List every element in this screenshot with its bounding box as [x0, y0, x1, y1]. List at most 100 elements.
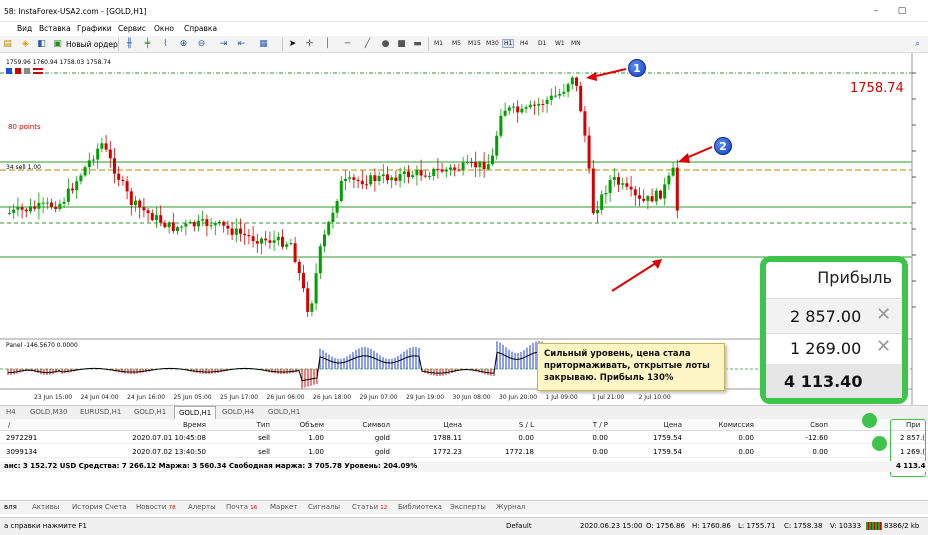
candle-body: [440, 169, 444, 172]
col-profit[interactable]: При: [906, 421, 921, 429]
tab-history[interactable]: История Счета: [72, 503, 127, 511]
chart-tab-gold-h4[interactable]: GOLD,H4: [222, 408, 255, 416]
profiles-icon[interactable]: ◈: [22, 39, 29, 49]
candle-body: [495, 135, 499, 156]
tf-h1[interactable]: H1: [502, 39, 515, 48]
chart-shift-icon[interactable]: ⇤: [237, 39, 246, 49]
new-order-icon[interactable]: ▣: [53, 39, 62, 49]
bar-chart-icon[interactable]: ╫: [126, 39, 133, 49]
toolbar-separator: [282, 38, 283, 51]
tf-m1[interactable]: M1: [434, 40, 443, 47]
col-current-price[interactable]: Цена: [663, 421, 682, 429]
status-profile[interactable]: Default: [506, 522, 532, 530]
col-time[interactable]: Время: [182, 421, 206, 429]
open-folder-icon[interactable]: ▤: [3, 39, 12, 49]
candle-body: [415, 169, 419, 176]
menu-window[interactable]: Окно: [154, 24, 174, 33]
table-row[interactable]: 3099134 2020.07.02 13:40:50 sell 1.00 go…: [0, 447, 928, 458]
tab-market[interactable]: Маркет: [270, 503, 298, 511]
restore-button[interactable]: ▢: [897, 6, 907, 16]
candle-body: [562, 91, 566, 94]
tf-m15[interactable]: M15: [468, 40, 481, 47]
col-symbol[interactable]: Символ: [362, 421, 390, 429]
profit-panel: Прибыль 2 857.00 ✕ 1 269.00 ✕ 4 113.40: [760, 256, 908, 404]
tf-h4[interactable]: H4: [520, 40, 529, 47]
navigator-icon[interactable]: ◧: [37, 39, 46, 49]
vertical-line-icon[interactable]: │: [324, 39, 331, 49]
time-tick-label: 25 Jun 17:00: [220, 394, 258, 401]
text-icon[interactable]: ▬: [413, 39, 422, 49]
ellipse-icon[interactable]: ●: [381, 39, 390, 49]
rectangle-icon[interactable]: ■: [397, 39, 406, 49]
tab-assets[interactable]: Активы: [32, 503, 60, 511]
line-chart-icon[interactable]: ⌇: [163, 39, 168, 49]
candle-body: [96, 148, 100, 160]
tab-trade[interactable]: вля: [4, 503, 17, 511]
col-tp[interactable]: T / P: [592, 421, 608, 429]
close-position-1-icon[interactable]: ✕: [876, 304, 892, 325]
time-tick-label: 25 Jun 05:00: [174, 394, 212, 401]
new-order-button[interactable]: Новый ордер: [66, 40, 118, 49]
tf-mn[interactable]: MN: [571, 40, 581, 47]
chart-tab-gold-h1[interactable]: GOLD,H1: [134, 408, 167, 416]
candle-body: [87, 160, 91, 168]
col-order[interactable]: /: [8, 421, 11, 429]
tab-mail[interactable]: Почта 16: [226, 503, 257, 511]
col-sl[interactable]: S / L: [518, 421, 534, 429]
cursor-icon[interactable]: ➤: [288, 39, 297, 49]
tab-news[interactable]: Новости 78: [136, 503, 176, 511]
col-price[interactable]: Цена: [443, 421, 462, 429]
col-type[interactable]: Тип: [256, 421, 270, 429]
order-current-price: 1759.54: [653, 434, 682, 442]
tab-articles[interactable]: Статьи 12: [352, 503, 387, 511]
candle-body: [575, 77, 578, 86]
articles-count-badge: 12: [380, 505, 388, 511]
time-tick-label: 2 Jul 10:00: [639, 394, 671, 401]
horizontal-line-icon[interactable]: ─: [344, 39, 351, 49]
tf-w1[interactable]: W1: [555, 40, 565, 47]
tab-experts[interactable]: Эксперты: [450, 503, 486, 511]
status-open: O: 1756.86: [646, 522, 685, 530]
tf-d1[interactable]: D1: [538, 40, 547, 47]
menu-view[interactable]: Вид: [17, 24, 33, 33]
chart-tab-h4[interactable]: H4: [6, 408, 16, 416]
tab-library[interactable]: Библиотека: [398, 503, 442, 511]
tf-m30[interactable]: M30: [486, 40, 499, 47]
indicators-icon[interactable]: ▦: [259, 39, 268, 49]
chart-tab-gold-h1-active[interactable]: GOLD,H1: [174, 406, 217, 420]
menu-tools[interactable]: Сервис: [118, 24, 147, 33]
tab-signals[interactable]: Сигналы: [308, 503, 340, 511]
crosshair-icon[interactable]: ✛: [305, 39, 314, 49]
candle-body: [142, 207, 146, 211]
indicator-label: Panel -146.5670 0.0000: [6, 342, 78, 349]
table-row[interactable]: 2972291 2020.07.01 10:45:08 sell 1.00 go…: [0, 433, 928, 444]
minimize-button[interactable]: –: [873, 6, 879, 16]
menu-help[interactable]: Справка: [184, 24, 218, 33]
menu-insert[interactable]: Вставка: [39, 24, 71, 33]
tab-journal[interactable]: Журнал: [496, 503, 526, 511]
col-volume[interactable]: Объем: [299, 421, 324, 429]
candle-body: [58, 203, 62, 209]
candle-body: [100, 143, 104, 149]
chart-tab-eurusd-h1[interactable]: EURUSD,H1: [80, 408, 122, 416]
menu-charts[interactable]: Графики: [77, 24, 112, 33]
candles-icon[interactable]: ╪: [144, 39, 151, 49]
col-swap[interactable]: Своп: [810, 421, 828, 429]
price-chart[interactable]: 23 Jun 15:00 24 Jun 04:00 24 Jun 16:00 25 J…: [0, 53, 928, 405]
close-position-2-icon[interactable]: ✕: [876, 336, 892, 357]
candle-body: [159, 215, 163, 223]
candle-body: [545, 99, 549, 105]
profit-total-row: 4 113.40: [766, 364, 902, 398]
chart-tab-gold-h1-b[interactable]: GOLD,H1: [268, 408, 301, 416]
col-commission[interactable]: Комиссия: [718, 421, 754, 429]
chart-tab-gold-m30[interactable]: GOLD,M30: [30, 408, 68, 416]
autoscroll-icon[interactable]: ⇥: [219, 39, 228, 49]
candle-body: [566, 84, 570, 92]
zoom-out-icon[interactable]: ⊖: [197, 39, 206, 49]
zoom-in-icon[interactable]: ⊕: [179, 39, 188, 49]
order-swap: 0.00: [812, 448, 828, 456]
tf-m5[interactable]: M5: [452, 40, 461, 47]
search-icon[interactable]: ⌕: [914, 39, 921, 49]
tab-alerts[interactable]: Алерты: [188, 503, 216, 511]
trendline-icon[interactable]: ╱: [364, 39, 371, 49]
